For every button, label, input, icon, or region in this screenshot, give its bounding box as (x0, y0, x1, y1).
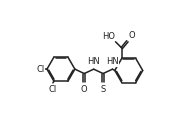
Text: Cl: Cl (37, 65, 45, 74)
Text: Cl: Cl (49, 85, 57, 94)
Text: O: O (81, 85, 88, 94)
Text: HN: HN (106, 57, 119, 66)
Text: O: O (129, 31, 135, 40)
Text: HN: HN (87, 57, 100, 66)
Text: HO: HO (102, 32, 115, 41)
Text: S: S (100, 85, 106, 94)
